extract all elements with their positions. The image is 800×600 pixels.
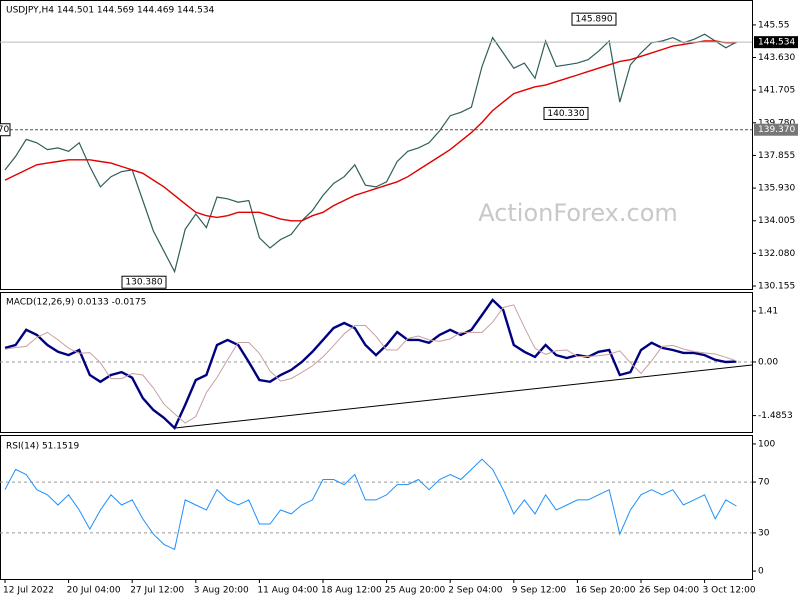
y-tick-label: 0.00 (758, 357, 778, 367)
x-tick-label: 3 Aug 20:00 (194, 586, 249, 596)
trend-line (174, 364, 753, 429)
hline-label: 139.370 (758, 125, 795, 135)
annotation-label: 145.890 (575, 15, 612, 25)
y-tick-label: 137.855 (758, 151, 795, 161)
y-tick-label: 0 (758, 567, 764, 577)
current-price-box (754, 36, 798, 49)
annotation-box (571, 12, 617, 26)
macd-panel (0, 292, 753, 433)
series-line (4, 298, 737, 431)
annotation-box (543, 106, 589, 120)
series-line (4, 40, 737, 222)
annotation-label: 140.330 (547, 109, 584, 119)
x-tick-label: 18 Aug 12:00 (321, 586, 382, 596)
y-tick-label: 141.705 (758, 86, 795, 96)
y-tick-label: -1.4853 (758, 411, 793, 421)
y-tick-label: 143.630 (758, 53, 795, 63)
rsi-title: RSI(14) 51.1519 (6, 442, 79, 452)
annotation-box (121, 275, 167, 289)
y-tick-label: 100 (758, 439, 775, 449)
series-line (4, 304, 737, 424)
hline-left-box (0, 123, 11, 137)
x-tick-label: 27 Jul 12:00 (130, 586, 184, 596)
rsi-panel (0, 435, 753, 580)
price-panel (0, 0, 753, 290)
y-tick-label: 145.55 (758, 20, 790, 30)
series-line (4, 33, 737, 274)
y-tick-label: 135.930 (758, 184, 795, 194)
x-tick-label: 25 Aug 20:00 (385, 586, 446, 596)
current-price-label: 144.534 (758, 38, 795, 48)
y-tick-label: 130.155 (758, 282, 795, 292)
x-tick-label: 9 Sep 12:00 (512, 586, 567, 596)
y-tick-label: 1.41 (758, 307, 778, 317)
x-tick-label: 3 Oct 12:00 (703, 586, 756, 596)
y-tick-label: 70 (758, 478, 770, 488)
y-tick-label: 139.780 (758, 118, 795, 128)
watermark: ActionForex.com (478, 199, 678, 227)
x-tick-label: 12 Jul 2022 (3, 586, 54, 596)
x-tick-label: 20 Jul 04:00 (67, 586, 121, 596)
x-tick-label: 16 Sep 20:00 (575, 586, 635, 596)
macd-title: MACD(12,26,9) 0.0133 -0.0175 (6, 298, 146, 308)
y-tick-label: 30 (758, 528, 770, 538)
y-tick-label: 134.005 (758, 216, 795, 226)
x-tick-label: 2 Sep 04:00 (448, 586, 503, 596)
hline-left-label: 139.370 (0, 125, 9, 135)
series-line (4, 458, 737, 551)
y-tick-label: 132.080 (758, 249, 795, 259)
annotation-label: 130.380 (125, 278, 162, 288)
x-tick-label: 26 Sep 04:00 (639, 586, 699, 596)
x-tick-label: 11 Aug 04:00 (257, 586, 318, 596)
hline-label-box (754, 123, 798, 136)
price-title: USDJPY,H4 144.501 144.569 144.469 144.53… (6, 6, 215, 16)
